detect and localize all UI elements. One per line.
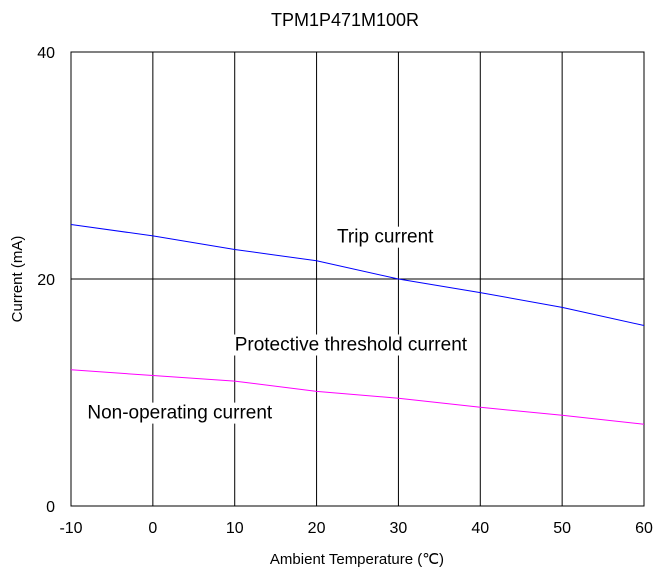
y-tick-label: 40 bbox=[37, 45, 55, 62]
annotation-label: Trip current bbox=[337, 227, 434, 248]
x-tick-label: 60 bbox=[635, 520, 653, 537]
annotation-background bbox=[85, 402, 275, 424]
x-axis-label: Ambient Temperature (℃) bbox=[270, 551, 444, 568]
y-tick-label: 0 bbox=[46, 499, 55, 516]
x-tick-label: 20 bbox=[308, 520, 326, 537]
annotation-background bbox=[335, 226, 437, 248]
series-line-1 bbox=[70, 224, 645, 326]
series-line-2 bbox=[70, 369, 645, 425]
series-group bbox=[70, 224, 645, 425]
annotation-group: Trip current Protective threshold current… bbox=[85, 226, 470, 424]
annotation-label: Non-operating current bbox=[87, 403, 273, 424]
plot-area-frame bbox=[70, 51, 645, 507]
x-tick-label: 10 bbox=[226, 520, 244, 537]
grid-lines bbox=[71, 52, 644, 506]
x-tick-labels: -10 0 10 20 30 40 50 60 bbox=[59, 520, 653, 537]
y-axis-label: Current (mA) bbox=[9, 236, 26, 323]
y-tick-label: 20 bbox=[37, 272, 55, 289]
y-tick-labels: 0 20 40 bbox=[37, 45, 55, 516]
annotation-background bbox=[232, 334, 470, 356]
annotation-label: Protective threshold current bbox=[235, 335, 468, 356]
x-tick-label: 0 bbox=[148, 520, 157, 537]
x-tick-label: 40 bbox=[471, 520, 489, 537]
x-tick-label: 50 bbox=[553, 520, 571, 537]
chart-title: TPM1P471M100R bbox=[271, 10, 419, 30]
x-tick-label: 30 bbox=[390, 520, 408, 537]
x-tick-label: -10 bbox=[59, 520, 82, 537]
